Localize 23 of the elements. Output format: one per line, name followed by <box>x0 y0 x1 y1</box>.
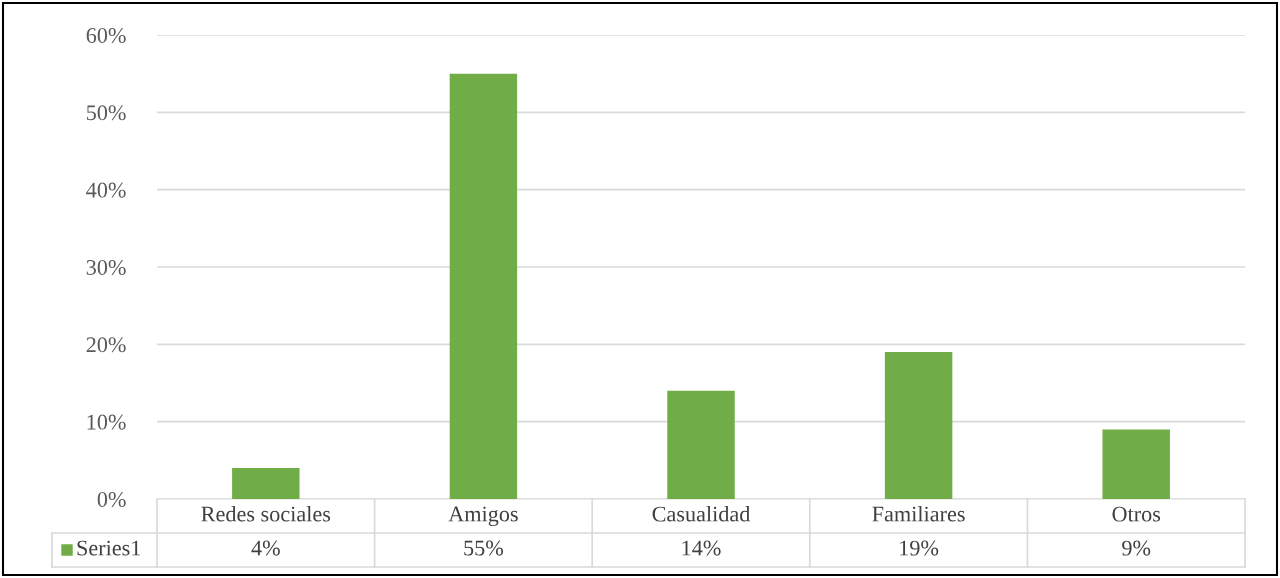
y-tick-label: 30% <box>86 259 126 275</box>
bar <box>449 73 518 499</box>
x-tick-label: Otros <box>1112 506 1161 522</box>
text: 9% <box>1122 540 1151 556</box>
y-tick-label: 0% <box>97 491 126 507</box>
bar <box>1102 429 1170 499</box>
x-tick-label: Amigos <box>448 506 518 527</box>
x-tick-label: Redes sociales <box>201 505 331 522</box>
bar <box>884 352 953 499</box>
bar <box>667 390 735 499</box>
y-tick-label: 50% <box>87 105 126 121</box>
text: 4% <box>251 540 280 556</box>
x-tick-label: Familiares <box>872 505 965 522</box>
text: 55% <box>464 540 504 556</box>
text: 14% <box>682 540 721 556</box>
x-tick-label: Casualidad <box>652 505 751 522</box>
y-tick-label: 60% <box>86 27 126 43</box>
legend-label: Series1 <box>77 540 141 556</box>
y-tick-label: 10% <box>87 414 126 430</box>
bar <box>232 468 300 499</box>
y-tick-label: 20% <box>86 337 126 353</box>
text: 19% <box>900 540 939 556</box>
y-tick-label: 40% <box>86 182 126 198</box>
